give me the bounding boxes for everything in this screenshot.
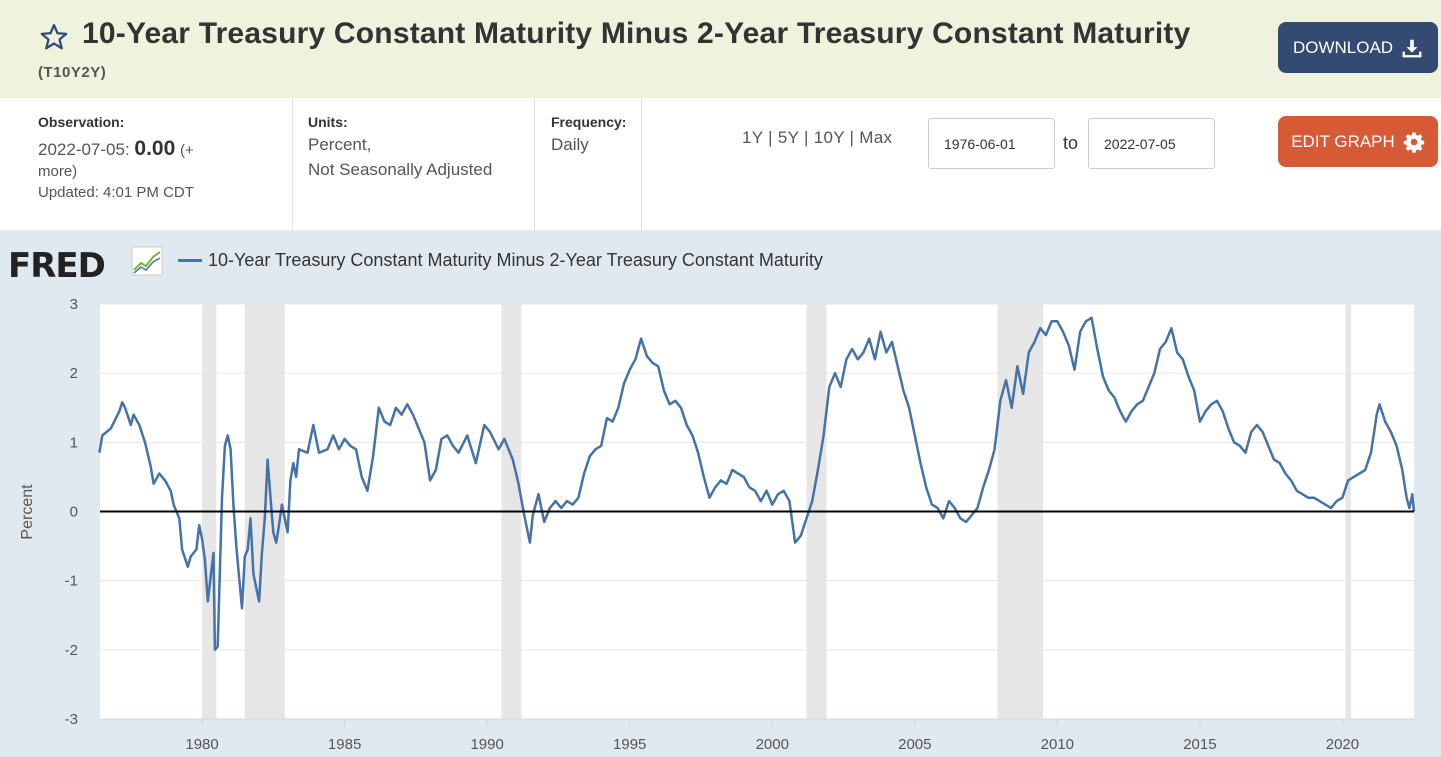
gear-icon	[1403, 131, 1424, 153]
y-tick-label: 2	[70, 365, 78, 382]
y-tick-label: -3	[65, 711, 78, 728]
units-line2: Not Seasonally Adjusted	[308, 160, 493, 179]
date-to-label: to	[1063, 133, 1079, 153]
x-tick-label: 1985	[328, 736, 361, 753]
edit-graph-button[interactable]: EDIT GRAPH	[1278, 116, 1438, 167]
series-id: (T10Y2Y)	[38, 64, 107, 81]
x-tick-label: 2005	[898, 736, 931, 753]
fred-logo: FRED	[8, 246, 106, 286]
series-line	[98, 316, 1416, 652]
frequency-value: Daily	[551, 135, 589, 154]
observation-block: Observation: 2022-07-05: 0.00 (+ more) U…	[38, 98, 293, 230]
updated-time: Updated: 4:01 PM CDT	[38, 184, 194, 201]
end-date-input[interactable]: 2022-07-05	[1088, 118, 1215, 169]
observation-line: 2022-07-05: 0.00 (+	[38, 136, 292, 163]
y-tick-label: 1	[70, 434, 78, 451]
observation-date: 2022-07-05:	[38, 140, 130, 159]
frequency-label: Frequency:	[551, 114, 627, 130]
download-label: DOWNLOAD	[1292, 37, 1394, 57]
download-icon	[1402, 39, 1422, 57]
x-tick-label: 1990	[470, 736, 503, 753]
y-tick-label: 0	[70, 504, 78, 521]
y-tick-label: -2	[65, 642, 78, 659]
chart-legend: 10-Year Treasury Constant Maturity Minus…	[178, 250, 823, 271]
x-tick-label: 2000	[756, 736, 789, 753]
legend-label: 10-Year Treasury Constant Maturity Minus…	[208, 250, 823, 270]
y-tick-label: 3	[70, 296, 78, 313]
observation-label: Observation:	[38, 114, 125, 130]
observation-value: 0.00	[134, 137, 176, 160]
star-icon[interactable]	[38, 22, 70, 52]
units-block: Units: Percent, Not Seasonally Adjusted	[293, 98, 535, 230]
range-links[interactable]: 1Y | 5Y | 10Y | Max	[742, 128, 893, 147]
observation-more-link-2[interactable]: more)	[38, 163, 78, 180]
x-tick-label: 2010	[1041, 736, 1074, 753]
x-tick-label: 1995	[613, 736, 646, 753]
units-label: Units:	[308, 114, 348, 130]
fred-chart-logo-icon	[131, 246, 163, 276]
download-button[interactable]: DOWNLOAD	[1278, 22, 1438, 73]
edit-graph-label: EDIT GRAPH	[1291, 131, 1395, 151]
units-line1: Percent,	[308, 135, 372, 154]
y-tick-label: -1	[65, 573, 78, 590]
x-tick-label: 2015	[1183, 736, 1216, 753]
observation-more-link[interactable]: (+	[180, 142, 194, 159]
legend-swatch	[178, 259, 202, 262]
start-date-input[interactable]: 1976-06-01	[928, 118, 1055, 169]
frequency-block: Frequency: Daily	[535, 98, 642, 230]
y-axis-label: Percent	[19, 484, 36, 540]
x-tick-label: 1980	[185, 736, 218, 753]
x-tick-label: 2020	[1326, 736, 1359, 753]
page-title: 10-Year Treasury Constant Maturity Minus…	[82, 17, 1191, 50]
series-header: 10-Year Treasury Constant Maturity Minus…	[0, 0, 1441, 98]
